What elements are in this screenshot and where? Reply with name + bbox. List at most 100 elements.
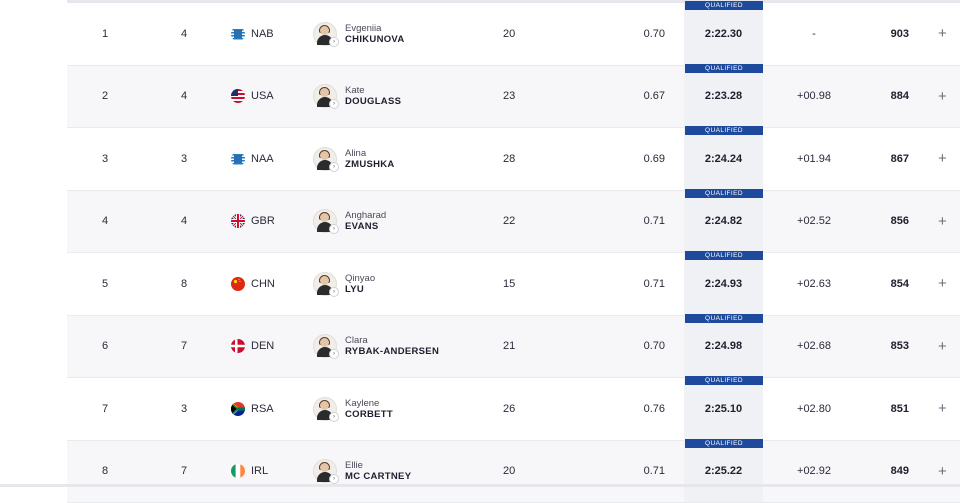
- country-code: NAB: [251, 28, 274, 40]
- athlete[interactable]: › Qinyao LYU: [313, 253, 375, 315]
- lane: 7: [181, 441, 187, 503]
- athlete[interactable]: › Angharad EVANS: [313, 191, 386, 253]
- reaction-time: 0.71: [643, 441, 665, 503]
- expand-plus-icon[interactable]: +: [938, 378, 947, 440]
- athlete-last-name: CHIKUNOVA: [345, 34, 405, 45]
- result-time: 2:24.98: [684, 316, 763, 378]
- lane: 4: [181, 191, 187, 253]
- points: 853: [875, 316, 909, 378]
- avatar: ›: [313, 147, 337, 171]
- athlete-first-name: Angharad: [345, 210, 386, 221]
- country: NAA: [231, 128, 274, 190]
- country: USA: [231, 66, 274, 128]
- time-behind: +00.98: [787, 66, 841, 128]
- table-row[interactable]: QUALIFIED 3 3 NAA › Alina ZMUSHKA 28 0.6…: [67, 128, 960, 191]
- athlete[interactable]: › Kate DOUGLASS: [313, 66, 401, 128]
- lane: 4: [181, 66, 187, 128]
- points: 849: [875, 441, 909, 503]
- avatar: ›: [313, 334, 337, 358]
- athlete[interactable]: › Clara RYBAK-ANDERSEN: [313, 316, 439, 378]
- athlete-last-name: EVANS: [345, 221, 386, 232]
- time-behind: +02.80: [787, 378, 841, 440]
- country: DEN: [231, 316, 274, 378]
- rank: 6: [102, 316, 108, 378]
- chn-flag-icon: [231, 277, 245, 291]
- rank: 8: [102, 441, 108, 503]
- table-row[interactable]: QUALIFIED 5 8 CHN › Qinyao LYU 15 0.71 2…: [67, 253, 960, 316]
- rank: 3: [102, 128, 108, 190]
- results-table: QUALIFIED 1 4 NAB › Evgeniia CHIKUNOVA 2…: [67, 3, 960, 503]
- points: 851: [875, 378, 909, 440]
- age: 20: [503, 441, 515, 503]
- table-row[interactable]: QUALIFIED 4 4 GBR › Angharad EVANS 22 0.…: [67, 191, 960, 254]
- expand-plus-icon[interactable]: +: [938, 253, 947, 315]
- table-row[interactable]: QUALIFIED 2 4 USA › Kate DOUGLASS 23 0.6…: [67, 66, 960, 129]
- expand-plus-icon[interactable]: +: [938, 191, 947, 253]
- arrow-badge-icon: ›: [329, 287, 339, 297]
- age: 15: [503, 253, 515, 315]
- time-behind: +02.52: [787, 191, 841, 253]
- points: 884: [875, 66, 909, 128]
- result-time: 2:24.82: [684, 191, 763, 253]
- rsa-flag-icon: [231, 402, 245, 416]
- table-row[interactable]: QUALIFIED 8 7 IRL › Ellie MC CARTNEY 20 …: [67, 441, 960, 503]
- result-time: 2:25.22: [684, 441, 763, 503]
- reaction-time: 0.67: [643, 66, 665, 128]
- time-behind: +02.68: [787, 316, 841, 378]
- lane: 7: [181, 316, 187, 378]
- country-code: USA: [251, 90, 274, 102]
- age: 21: [503, 316, 515, 378]
- country: RSA: [231, 378, 274, 440]
- athlete-first-name: Alina: [345, 148, 395, 159]
- arrow-badge-icon: ›: [329, 474, 339, 484]
- time-behind: -: [787, 3, 841, 65]
- age: 20: [503, 3, 515, 65]
- table-row[interactable]: QUALIFIED 6 7 DEN › Clara RYBAK-ANDERSEN…: [67, 316, 960, 379]
- athlete[interactable]: › Alina ZMUSHKA: [313, 128, 395, 190]
- athlete-last-name: RYBAK-ANDERSEN: [345, 346, 439, 357]
- result-time: 2:23.28: [684, 66, 763, 128]
- athlete-first-name: Kaylene: [345, 398, 393, 409]
- expand-plus-icon[interactable]: +: [938, 3, 947, 65]
- arrow-badge-icon: ›: [329, 224, 339, 234]
- country-code: DEN: [251, 340, 274, 352]
- expand-plus-icon[interactable]: +: [938, 66, 947, 128]
- country: CHN: [231, 253, 275, 315]
- points: 903: [875, 3, 909, 65]
- points: 854: [875, 253, 909, 315]
- arrow-badge-icon: ›: [329, 349, 339, 359]
- reaction-time: 0.71: [643, 253, 665, 315]
- athlete-first-name: Qinyao: [345, 273, 375, 284]
- arrow-badge-icon: ›: [329, 37, 339, 47]
- athlete[interactable]: › Evgeniia CHIKUNOVA: [313, 3, 405, 65]
- time-behind: +02.92: [787, 441, 841, 503]
- athlete-last-name: MC CARTNEY: [345, 471, 411, 482]
- usa-flag-icon: [231, 89, 245, 103]
- table-row[interactable]: QUALIFIED 7 3 RSA › Kaylene CORBETT 26 0…: [67, 378, 960, 441]
- avatar: ›: [313, 397, 337, 421]
- avatar: ›: [313, 272, 337, 296]
- athlete[interactable]: › Ellie MC CARTNEY: [313, 441, 411, 503]
- country: NAB: [231, 3, 274, 65]
- table-row[interactable]: QUALIFIED 1 4 NAB › Evgeniia CHIKUNOVA 2…: [67, 3, 960, 66]
- country-code: IRL: [251, 465, 268, 477]
- country: GBR: [231, 191, 275, 253]
- expand-plus-icon[interactable]: +: [938, 441, 947, 503]
- lane: 3: [181, 128, 187, 190]
- athlete-first-name: Clara: [345, 335, 439, 346]
- expand-plus-icon[interactable]: +: [938, 316, 947, 378]
- reaction-time: 0.71: [643, 191, 665, 253]
- result-time: 2:22.30: [684, 3, 763, 65]
- athlete[interactable]: › Kaylene CORBETT: [313, 378, 393, 440]
- avatar: ›: [313, 459, 337, 483]
- result-time: 2:25.10: [684, 378, 763, 440]
- time-behind: +01.94: [787, 128, 841, 190]
- lane: 4: [181, 3, 187, 65]
- country: IRL: [231, 441, 268, 503]
- naa-flag-icon: [231, 152, 245, 166]
- reaction-time: 0.69: [643, 128, 665, 190]
- expand-plus-icon[interactable]: +: [938, 128, 947, 190]
- rank: 5: [102, 253, 108, 315]
- athlete-last-name: DOUGLASS: [345, 96, 401, 107]
- country-code: NAA: [251, 153, 274, 165]
